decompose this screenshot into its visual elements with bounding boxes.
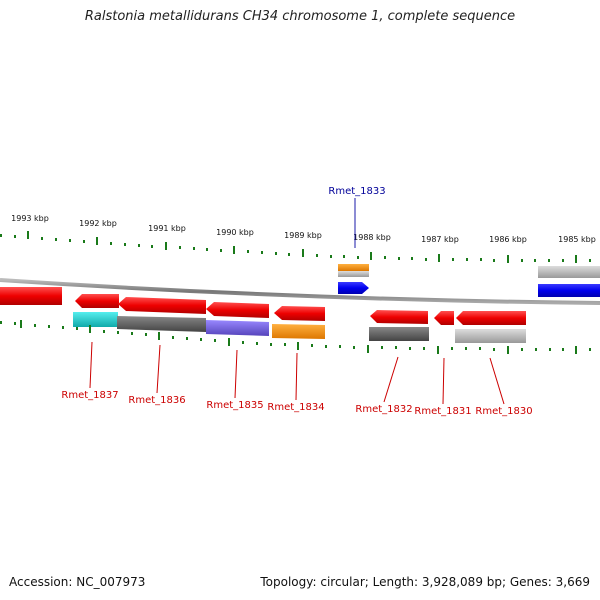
cog-box-rmet-1834 — [272, 324, 325, 339]
label-leader-lines — [89, 198, 505, 405]
gene-label-rmet-1832[interactable]: Rmet_1832 — [355, 404, 412, 415]
reverse-gene-rmet-1835[interactable] — [206, 302, 269, 318]
gene-label-rmet-1830[interactable]: Rmet_1830 — [475, 406, 532, 417]
gene-label-rmet-1834[interactable]: Rmet_1834 — [267, 402, 324, 413]
cog-box-rmet-1833-b — [338, 271, 369, 277]
forward-gene-right[interactable] — [538, 284, 600, 297]
gene-label-rmet-1833[interactable]: Rmet_1833 — [328, 186, 385, 197]
cog-box-rmet-1835 — [206, 320, 269, 336]
reverse-gene-left[interactable] — [0, 287, 62, 305]
scale-label-1990: 1990 kbp — [216, 228, 254, 237]
scale-label-1991: 1991 kbp — [148, 224, 186, 233]
gene-label-rmet-1831[interactable]: Rmet_1831 — [414, 406, 471, 417]
gene-label-rmet-1835[interactable]: Rmet_1835 — [206, 400, 263, 411]
reverse-gene-rmet-1832[interactable] — [370, 310, 428, 324]
outer-tick-ring — [0, 231, 591, 263]
cog-box-right — [538, 266, 600, 278]
cog-box-rmet-1830 — [455, 329, 526, 343]
cog-box-rmet-1833 — [338, 264, 369, 271]
reverse-gene-rmet-1837[interactable] — [75, 294, 119, 308]
forward-gene-rmet-1833[interactable] — [338, 282, 369, 294]
reverse-gene-rmet-1831[interactable] — [434, 311, 454, 325]
scale-label-1986: 1986 kbp — [489, 235, 527, 244]
cog-box-rmet-1836 — [117, 316, 206, 332]
scale-label-1987: 1987 kbp — [421, 235, 459, 244]
gene-label-rmet-1836[interactable]: Rmet_1836 — [128, 395, 185, 406]
genome-summary-text: Topology: circular; Length: 3,928,089 bp… — [260, 575, 590, 589]
scale-label-1992: 1992 kbp — [79, 219, 117, 228]
cog-box-rmet-1837 — [73, 312, 118, 327]
cog-box-rmet-1832 — [369, 327, 429, 341]
map-title: Ralstonia metallidurans CH34 chromosome … — [84, 9, 516, 24]
accession-text: Accession: NC_007973 — [9, 575, 146, 589]
gene-label-rmet-1837[interactable]: Rmet_1837 — [61, 390, 118, 401]
scale-label-1985: 1985 kbp — [558, 235, 596, 244]
reverse-gene-rmet-1836[interactable] — [118, 297, 206, 314]
chromosome-backbone — [0, 278, 600, 305]
scale-label-1988: 1988 kbp — [353, 233, 391, 242]
reverse-gene-rmet-1830[interactable] — [456, 311, 526, 325]
inner-tick-ring — [0, 320, 591, 354]
reverse-gene-rmet-1834[interactable] — [274, 306, 325, 321]
scale-label-1989: 1989 kbp — [284, 231, 322, 240]
scale-label-1993: 1993 kbp — [11, 214, 49, 223]
